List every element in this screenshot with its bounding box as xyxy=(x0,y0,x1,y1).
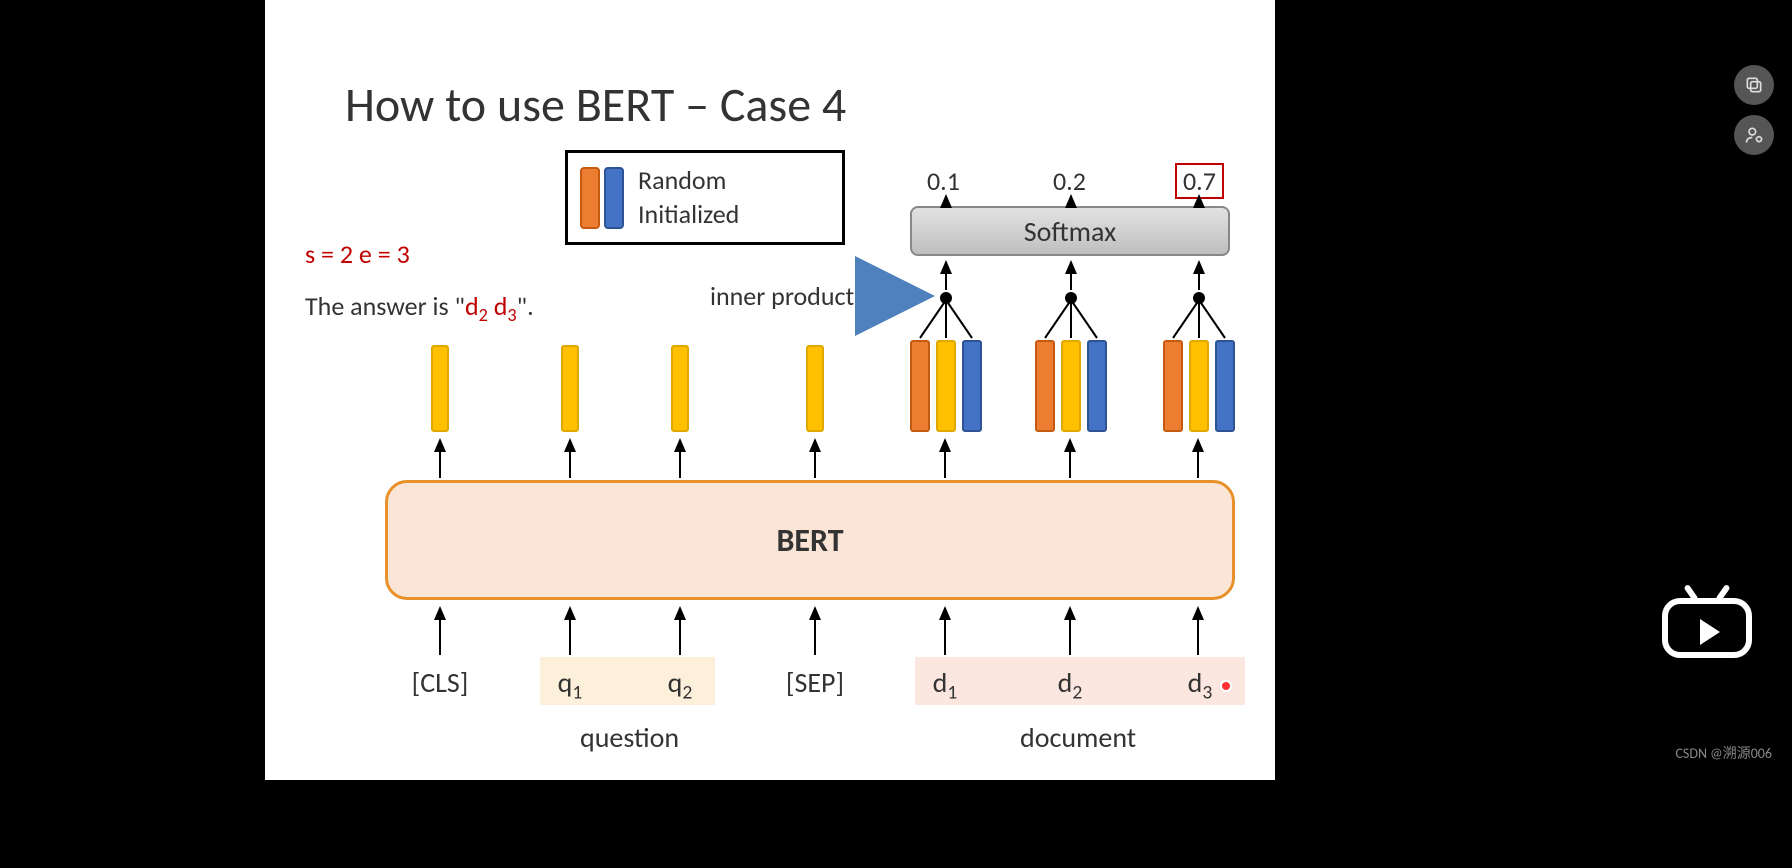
out-bar-d1-b xyxy=(962,340,982,432)
dot-d3 xyxy=(1193,292,1205,304)
dot-d1 xyxy=(940,292,952,304)
out-bar-d1-o xyxy=(910,340,930,432)
answer-text: The answer is "d2 d3". xyxy=(305,290,534,326)
slide: How to use BERT – Case 4 s = 2 e = 3 The… xyxy=(265,0,1275,780)
token-cls: [CLS] xyxy=(410,665,470,700)
token-d1: d1 xyxy=(930,665,960,705)
inner-product-label: inner product xyxy=(710,280,854,312)
out-bar-d2-b xyxy=(1087,340,1107,432)
prob-2: 0.7 xyxy=(1175,163,1224,199)
pointer-dot xyxy=(1220,680,1232,692)
answer-suffix: ". xyxy=(517,290,534,322)
out-bar-q2 xyxy=(671,345,689,432)
legend-text: Random Initialized xyxy=(638,164,739,232)
legend-bar-orange xyxy=(580,167,600,229)
out-bar-d2-o xyxy=(1035,340,1055,432)
prob-0: 0.1 xyxy=(927,165,960,197)
out-bar-d3-b xyxy=(1215,340,1235,432)
question-label: question xyxy=(580,720,679,755)
legend-line1: Random xyxy=(638,164,726,196)
document-label: document xyxy=(1020,720,1136,755)
token-d3: d3 xyxy=(1185,665,1215,705)
dot-d2 xyxy=(1065,292,1077,304)
out-bar-q1 xyxy=(561,345,579,432)
legend-box: Random Initialized xyxy=(565,150,845,245)
out-bar-cls xyxy=(431,345,449,432)
bert-label: BERT xyxy=(776,521,843,560)
token-sep: [SEP] xyxy=(785,665,845,700)
out-bar-d2-y xyxy=(1061,340,1081,432)
watermark: CSDN @溯源006 xyxy=(1675,743,1772,763)
token-d2: d2 xyxy=(1055,665,1085,705)
out-bar-d3-y xyxy=(1189,340,1209,432)
answer-span: d2 d3 xyxy=(465,290,517,322)
legend-line2: Initialized xyxy=(638,198,739,230)
out-bar-d1-y xyxy=(936,340,956,432)
answer-prefix: The answer is " xyxy=(305,290,465,322)
slide-title: How to use BERT – Case 4 xyxy=(345,75,846,134)
se-values: s = 2 e = 3 xyxy=(305,238,410,270)
out-bar-d3-o xyxy=(1163,340,1183,432)
user-settings-icon[interactable] xyxy=(1734,115,1774,155)
token-q1: q1 xyxy=(555,665,585,705)
softmax-box: Softmax xyxy=(910,206,1230,256)
softmax-label: Softmax xyxy=(1024,214,1117,249)
copy-icon[interactable] xyxy=(1734,65,1774,105)
tv-icon[interactable] xyxy=(1662,598,1752,668)
bert-box: BERT xyxy=(385,480,1235,600)
token-q2: q2 xyxy=(665,665,695,705)
legend-bar-blue xyxy=(604,167,624,229)
prob-1: 0.2 xyxy=(1053,165,1086,197)
out-bar-sep xyxy=(806,345,824,432)
